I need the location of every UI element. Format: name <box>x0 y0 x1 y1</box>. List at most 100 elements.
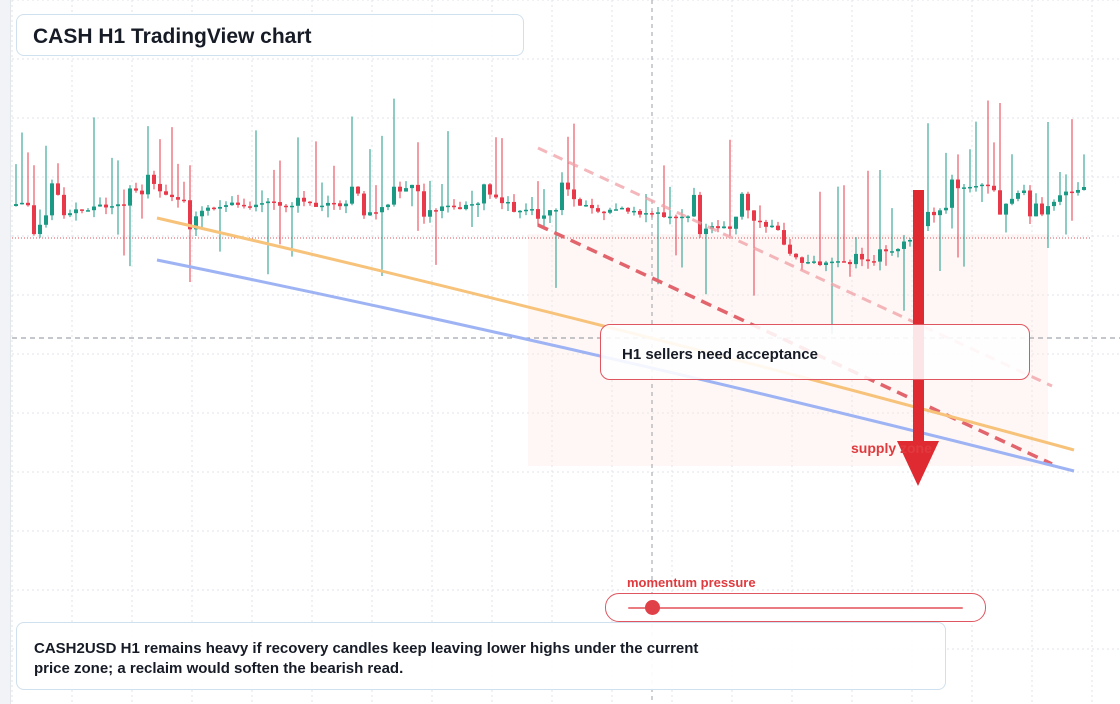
candle-body <box>1016 193 1020 199</box>
candle-body <box>632 210 636 213</box>
callout-box: H1 sellers need acceptance <box>600 324 1030 380</box>
candle-body <box>560 182 564 211</box>
candle-body <box>26 202 30 206</box>
candle-body <box>836 261 840 263</box>
candle-body <box>518 210 522 213</box>
candle-body <box>218 206 222 209</box>
candle-body <box>764 221 768 227</box>
candle-body <box>290 205 294 208</box>
candle-body <box>1064 191 1068 196</box>
candle-body <box>122 204 126 206</box>
candle-body <box>716 226 720 229</box>
candle-body <box>962 187 966 189</box>
candle-body <box>470 204 474 206</box>
candle-body <box>608 209 612 213</box>
candle-body <box>548 210 552 216</box>
candle-body <box>494 194 498 198</box>
candle-body <box>344 203 348 207</box>
candle-body <box>266 201 270 204</box>
page-title: CASH H1 TradingView chart <box>33 25 312 48</box>
candle-body <box>542 215 546 219</box>
candle-body <box>602 211 606 214</box>
candle-body <box>332 202 336 205</box>
candle-body <box>722 226 726 229</box>
candle-body <box>656 212 660 214</box>
candle-body <box>626 207 630 212</box>
candle-body <box>164 191 168 195</box>
candle-body <box>1052 201 1056 207</box>
candle-body <box>446 205 450 208</box>
candle-body <box>842 261 846 263</box>
candle-body <box>566 182 570 190</box>
candle-body <box>662 212 666 218</box>
candle-body <box>302 197 306 202</box>
candle-body <box>650 213 654 215</box>
momentum-knob[interactable] <box>644 600 660 615</box>
candle-body <box>854 253 858 265</box>
candle-body <box>770 225 774 228</box>
candle-body <box>212 207 216 210</box>
candle-body <box>158 183 162 192</box>
candle-body <box>944 207 948 211</box>
candle-body <box>1040 203 1044 215</box>
candle-body <box>1004 203 1008 215</box>
candle-body <box>86 210 90 212</box>
candle-body <box>1070 191 1074 194</box>
candle-body <box>800 257 804 263</box>
candle-body <box>818 261 822 266</box>
candle-body <box>56 183 60 195</box>
candle-body <box>788 244 792 254</box>
candle-body <box>758 220 762 223</box>
candle-body <box>434 210 438 212</box>
candle-body <box>530 209 534 211</box>
candle-body <box>1046 206 1050 215</box>
analysis-note-text: CASH2USD H1 remains heavy if recovery ca… <box>34 640 699 677</box>
candle-body <box>338 203 342 207</box>
candle-body <box>242 204 246 207</box>
candle-body <box>488 184 492 195</box>
price-scale-strip <box>0 0 11 704</box>
candle-body <box>170 194 174 198</box>
candle-body <box>284 205 288 208</box>
candle-body <box>134 188 138 191</box>
candle-body <box>1022 190 1026 194</box>
candle-body <box>860 253 864 260</box>
candle-body <box>698 194 702 235</box>
candle-body <box>38 224 42 235</box>
candle-body <box>806 262 810 264</box>
supply-zone-label: supply zone <box>851 440 932 456</box>
candle-body <box>296 197 300 206</box>
candle-body <box>812 261 816 263</box>
candle-body <box>392 186 396 205</box>
candle-body <box>902 241 906 249</box>
candle-body <box>740 193 744 217</box>
candle-body <box>890 251 894 253</box>
candle-body <box>1082 187 1086 190</box>
candle-body <box>314 202 318 207</box>
candle-body <box>932 211 936 216</box>
candle-body <box>278 202 282 206</box>
candle-body <box>1028 190 1032 217</box>
candle-body <box>1010 198 1014 204</box>
candle-body <box>878 249 882 262</box>
candle-body <box>1076 189 1080 193</box>
analysis-note-panel: CASH2USD H1 remains heavy if recovery ca… <box>16 622 946 690</box>
candle-body <box>386 204 390 208</box>
candle-body <box>1058 195 1062 202</box>
momentum-slider[interactable] <box>605 593 986 622</box>
down-arrow-icon <box>897 190 939 486</box>
candle-body <box>824 262 828 266</box>
candle-body <box>44 215 48 225</box>
candle-body <box>980 184 984 187</box>
candle-body <box>524 209 528 212</box>
candle-body <box>452 205 456 208</box>
candle-body <box>440 206 444 211</box>
candle-body <box>680 216 684 219</box>
candle-body <box>596 208 600 212</box>
candle-body <box>974 185 978 188</box>
candle-body <box>74 209 78 214</box>
candle-body <box>884 249 888 252</box>
candle-body <box>416 184 420 192</box>
candle-body <box>356 186 360 194</box>
candle-body <box>926 211 930 227</box>
